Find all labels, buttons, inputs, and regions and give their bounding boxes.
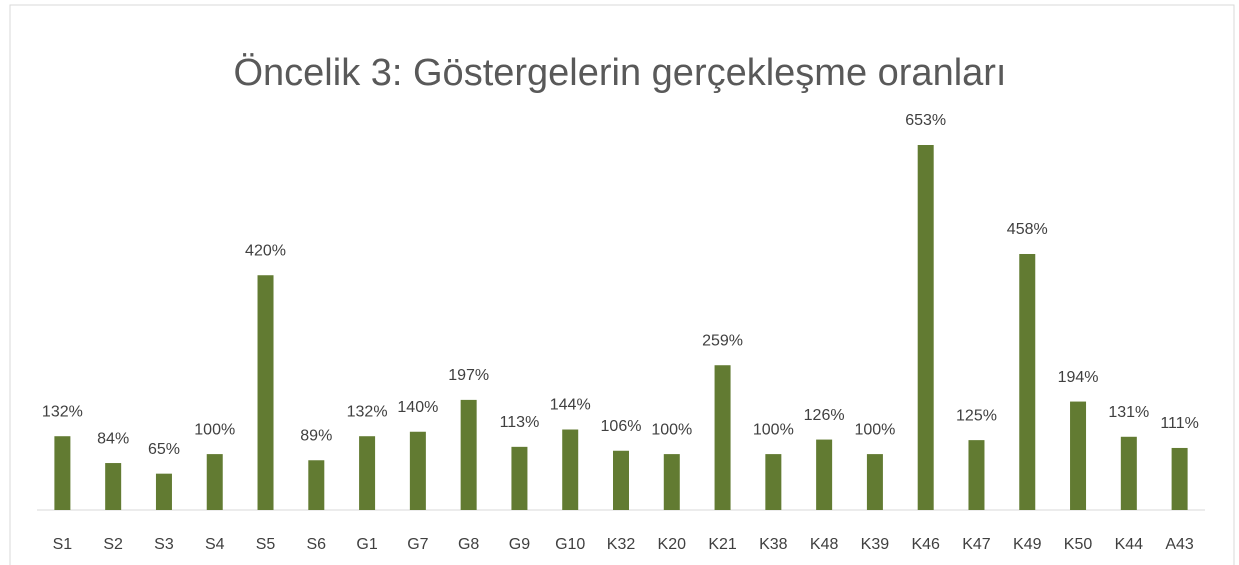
- bar: [562, 429, 579, 510]
- bar: [1120, 436, 1137, 510]
- chart-border: [9, 4, 1235, 565]
- bar: [765, 454, 782, 510]
- bar: [460, 399, 477, 510]
- bar: [54, 436, 71, 510]
- bar: [206, 454, 223, 510]
- bar: [409, 431, 426, 510]
- x-tick-label: G1: [356, 536, 377, 553]
- x-tick-label: K46: [911, 536, 940, 553]
- x-tick-label: K38: [759, 536, 788, 553]
- data-label: 194%: [1058, 369, 1099, 386]
- x-tick-label: S4: [205, 536, 225, 553]
- data-label: 113%: [500, 414, 540, 431]
- data-label: 653%: [905, 112, 946, 129]
- x-tick-label: K49: [1013, 536, 1042, 553]
- data-label: 144%: [550, 397, 591, 414]
- data-label: 106%: [601, 418, 642, 435]
- chart-title: Öncelik 3: Göstergelerin gerçekleşme ora…: [233, 52, 1006, 94]
- data-label: 100%: [753, 421, 794, 438]
- bar: [663, 454, 680, 510]
- x-tick-label: A43: [1165, 536, 1194, 553]
- bar: [511, 446, 528, 510]
- x-tick-label: S6: [307, 536, 327, 553]
- x-tick-label: K48: [810, 536, 839, 553]
- data-label: 111%: [1160, 415, 1199, 432]
- x-tick-label: K39: [861, 536, 890, 553]
- bar: [359, 436, 376, 510]
- data-label: 131%: [1108, 404, 1149, 421]
- data-label: 89%: [300, 427, 332, 444]
- data-label: 197%: [448, 367, 489, 384]
- bar: [613, 450, 629, 510]
- x-tick-label: S2: [103, 536, 123, 553]
- bar: [816, 439, 833, 510]
- data-label: 420%: [245, 242, 286, 259]
- bar: [714, 365, 731, 510]
- x-tick-label: K44: [1115, 536, 1144, 553]
- bar: [917, 145, 934, 510]
- bar: [1070, 401, 1087, 510]
- x-tick-label: K32: [607, 536, 636, 553]
- bar: [105, 463, 122, 510]
- data-label: 140%: [397, 399, 438, 416]
- data-label: 126%: [804, 407, 845, 424]
- data-label: 259%: [702, 332, 743, 349]
- data-label: 132%: [42, 403, 83, 420]
- x-tick-label: G10: [555, 536, 585, 553]
- x-tick-label: K47: [962, 536, 991, 553]
- bar: [257, 275, 274, 510]
- data-label: 132%: [347, 403, 388, 420]
- x-tick-label: G7: [407, 536, 428, 553]
- bar: [1019, 253, 1036, 510]
- x-tick-label: G8: [458, 536, 479, 553]
- data-label: 84%: [97, 430, 129, 447]
- x-tick-label: K20: [658, 536, 687, 553]
- x-tick-label: G9: [509, 536, 530, 553]
- x-tick-label: S3: [154, 536, 174, 553]
- x-tick-label: K50: [1064, 536, 1093, 553]
- data-label: 65%: [148, 441, 180, 458]
- bar: [155, 473, 172, 510]
- data-label: 100%: [194, 421, 235, 438]
- bar: [308, 460, 325, 510]
- data-label: 125%: [956, 407, 997, 424]
- x-tick-label: S1: [53, 536, 73, 553]
- data-label: 458%: [1007, 221, 1048, 238]
- data-label: 100%: [651, 421, 692, 438]
- data-label: 100%: [854, 421, 895, 438]
- bar: [968, 440, 985, 510]
- x-tick-label: S5: [256, 536, 276, 553]
- bar: [1171, 447, 1188, 510]
- x-tick-label: K21: [708, 536, 737, 553]
- bar: [866, 454, 883, 510]
